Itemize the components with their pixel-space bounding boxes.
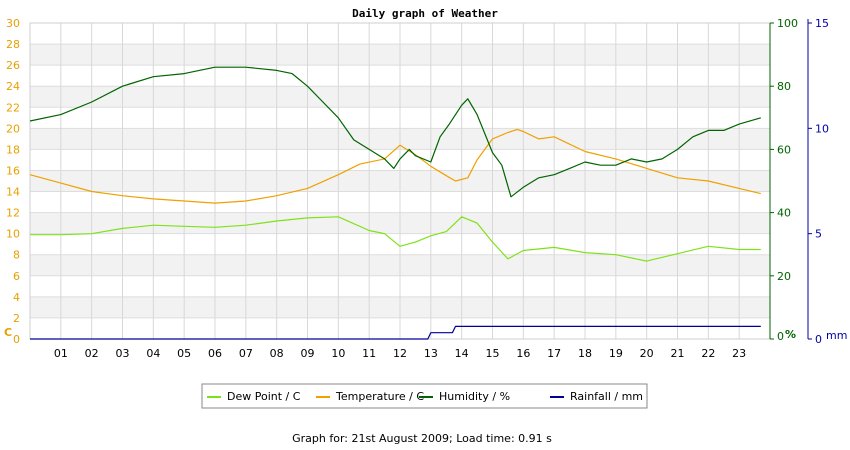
legend-label: Dew Point / C (227, 390, 301, 403)
left-tick-label: 2 (13, 312, 20, 325)
x-tick-label: 16 (516, 347, 530, 360)
right-tick-label: 20 (777, 270, 791, 283)
x-tick-label: 03 (116, 347, 130, 360)
rain-tick-label: 5 (815, 228, 822, 241)
x-tick-label: 13 (424, 347, 438, 360)
series-line (29, 66, 761, 198)
x-tick-label: 02 (85, 347, 99, 360)
right-tick-label: 80 (777, 80, 791, 93)
x-tick-label: 19 (609, 347, 623, 360)
x-tick-label: 15 (486, 347, 500, 360)
left-axis-unit: C (4, 326, 12, 339)
x-tick-label: 01 (54, 347, 68, 360)
series-line (29, 128, 761, 204)
rain-tick-label: 0 (815, 333, 822, 346)
left-tick-label: 0 (13, 333, 20, 346)
rain-tick-label: 15 (815, 17, 829, 30)
x-tick-label: 18 (578, 347, 592, 360)
x-tick-label: 12 (393, 347, 407, 360)
rain-tick-label: 10 (815, 122, 829, 135)
left-tick-label: 20 (6, 122, 20, 135)
right-tick-label: 60 (777, 143, 791, 156)
left-tick-label: 4 (13, 291, 20, 304)
x-tick-label: 04 (146, 347, 160, 360)
x-tick-label: 22 (701, 347, 715, 360)
left-tick-label: 22 (6, 101, 20, 114)
grid-lines (29, 22, 771, 340)
rain-axis-unit: mm (826, 329, 847, 342)
series-line (30, 325, 761, 340)
legend: Dew Point / C Temperature / C Humidity / %… (201, 383, 648, 409)
chart-title: Daily graph of Weather (352, 7, 498, 20)
x-tick-label: 09 (301, 347, 315, 360)
left-tick-label: 24 (6, 80, 20, 93)
left-tick-label: 14 (6, 186, 20, 199)
series-line (30, 216, 761, 262)
x-tick-label: 05 (177, 347, 191, 360)
axes: 01 02 03 04 05 06 07 08 09 10 11 12 13 14 15 16 17 18 19 20… (4, 17, 847, 360)
left-tick-label: 28 (6, 38, 20, 51)
left-tick-label: 10 (6, 228, 20, 241)
x-tick-label: 07 (239, 347, 253, 360)
right-axis-unit: % (785, 328, 796, 341)
x-tick-label: 11 (362, 347, 376, 360)
left-tick-label: 18 (6, 143, 20, 156)
left-tick-label: 16 (6, 164, 20, 177)
left-tick-label: 30 (6, 17, 20, 30)
x-tick-label: 14 (455, 347, 469, 360)
footer-text: Graph for: 21st August 2009; Load time: … (292, 432, 552, 445)
right-tick-label: 40 (777, 207, 791, 220)
series-layer (29, 66, 761, 340)
x-tick-label: 20 (640, 347, 654, 360)
right-tick-label: 100 (777, 17, 798, 30)
left-tick-label: 6 (13, 270, 20, 283)
legend-label: Rainfall / mm (570, 390, 643, 403)
x-tick-label: 21 (671, 347, 685, 360)
left-tick-label: 26 (6, 59, 20, 72)
left-tick-label: 8 (13, 249, 20, 262)
x-tick-label: 17 (547, 347, 561, 360)
left-tick-label: 12 (6, 207, 20, 220)
right-tick-label: 0 (777, 330, 784, 343)
legend-label: Temperature / C (335, 390, 424, 403)
x-tick-label: 06 (208, 347, 222, 360)
x-tick-label: 23 (732, 347, 746, 360)
x-tick-label: 08 (270, 347, 284, 360)
x-tick-label: 10 (331, 347, 345, 360)
legend-label: Humidity / % (439, 390, 510, 403)
